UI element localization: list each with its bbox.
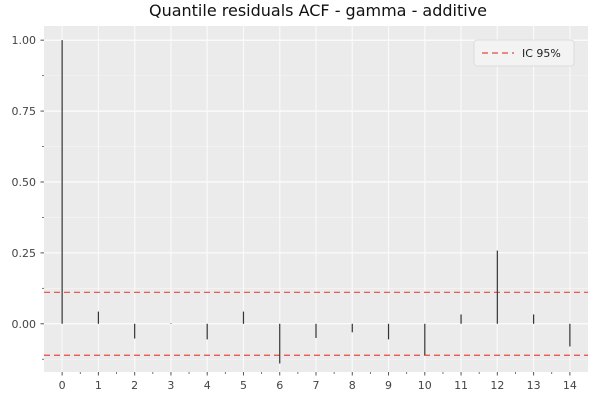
x-tick-label: 11 bbox=[454, 379, 468, 392]
acf-bars bbox=[61, 40, 571, 364]
x-tick-label: 5 bbox=[240, 379, 247, 392]
x-tick-label: 8 bbox=[349, 379, 356, 392]
x-tick-label: 7 bbox=[313, 379, 320, 392]
y-tick-label: 1.00 bbox=[12, 34, 37, 47]
x-tick-label: 9 bbox=[385, 379, 392, 392]
y-tick-label: 0.75 bbox=[12, 105, 37, 118]
x-tick-label: 1 bbox=[95, 379, 102, 392]
x-tick-label: 4 bbox=[204, 379, 211, 392]
y-tick-label: 0.00 bbox=[12, 318, 37, 331]
chart-title: Quantile residuals ACF - gamma - additiv… bbox=[149, 1, 487, 20]
x-tick-label: 3 bbox=[167, 379, 174, 392]
x-tick-label: 10 bbox=[418, 379, 432, 392]
x-tick-label: 14 bbox=[563, 379, 577, 392]
x-tick-label: 12 bbox=[490, 379, 504, 392]
x-tick-label: 13 bbox=[527, 379, 541, 392]
legend: IC 95% bbox=[473, 39, 575, 67]
legend-box bbox=[473, 39, 575, 67]
x-tick-label: 2 bbox=[131, 379, 138, 392]
y-tick-label: 0.25 bbox=[12, 247, 37, 260]
x-tick-label: 6 bbox=[276, 379, 283, 392]
y-tick-label: 0.50 bbox=[12, 176, 37, 189]
legend-label-ic95: IC 95% bbox=[522, 47, 561, 60]
x-tick-label: 0 bbox=[59, 379, 66, 392]
axes: 1.000.750.500.250.000 1 2 3 4 5 6 7 8 9 10 11 12 13 14 bbox=[12, 34, 577, 392]
